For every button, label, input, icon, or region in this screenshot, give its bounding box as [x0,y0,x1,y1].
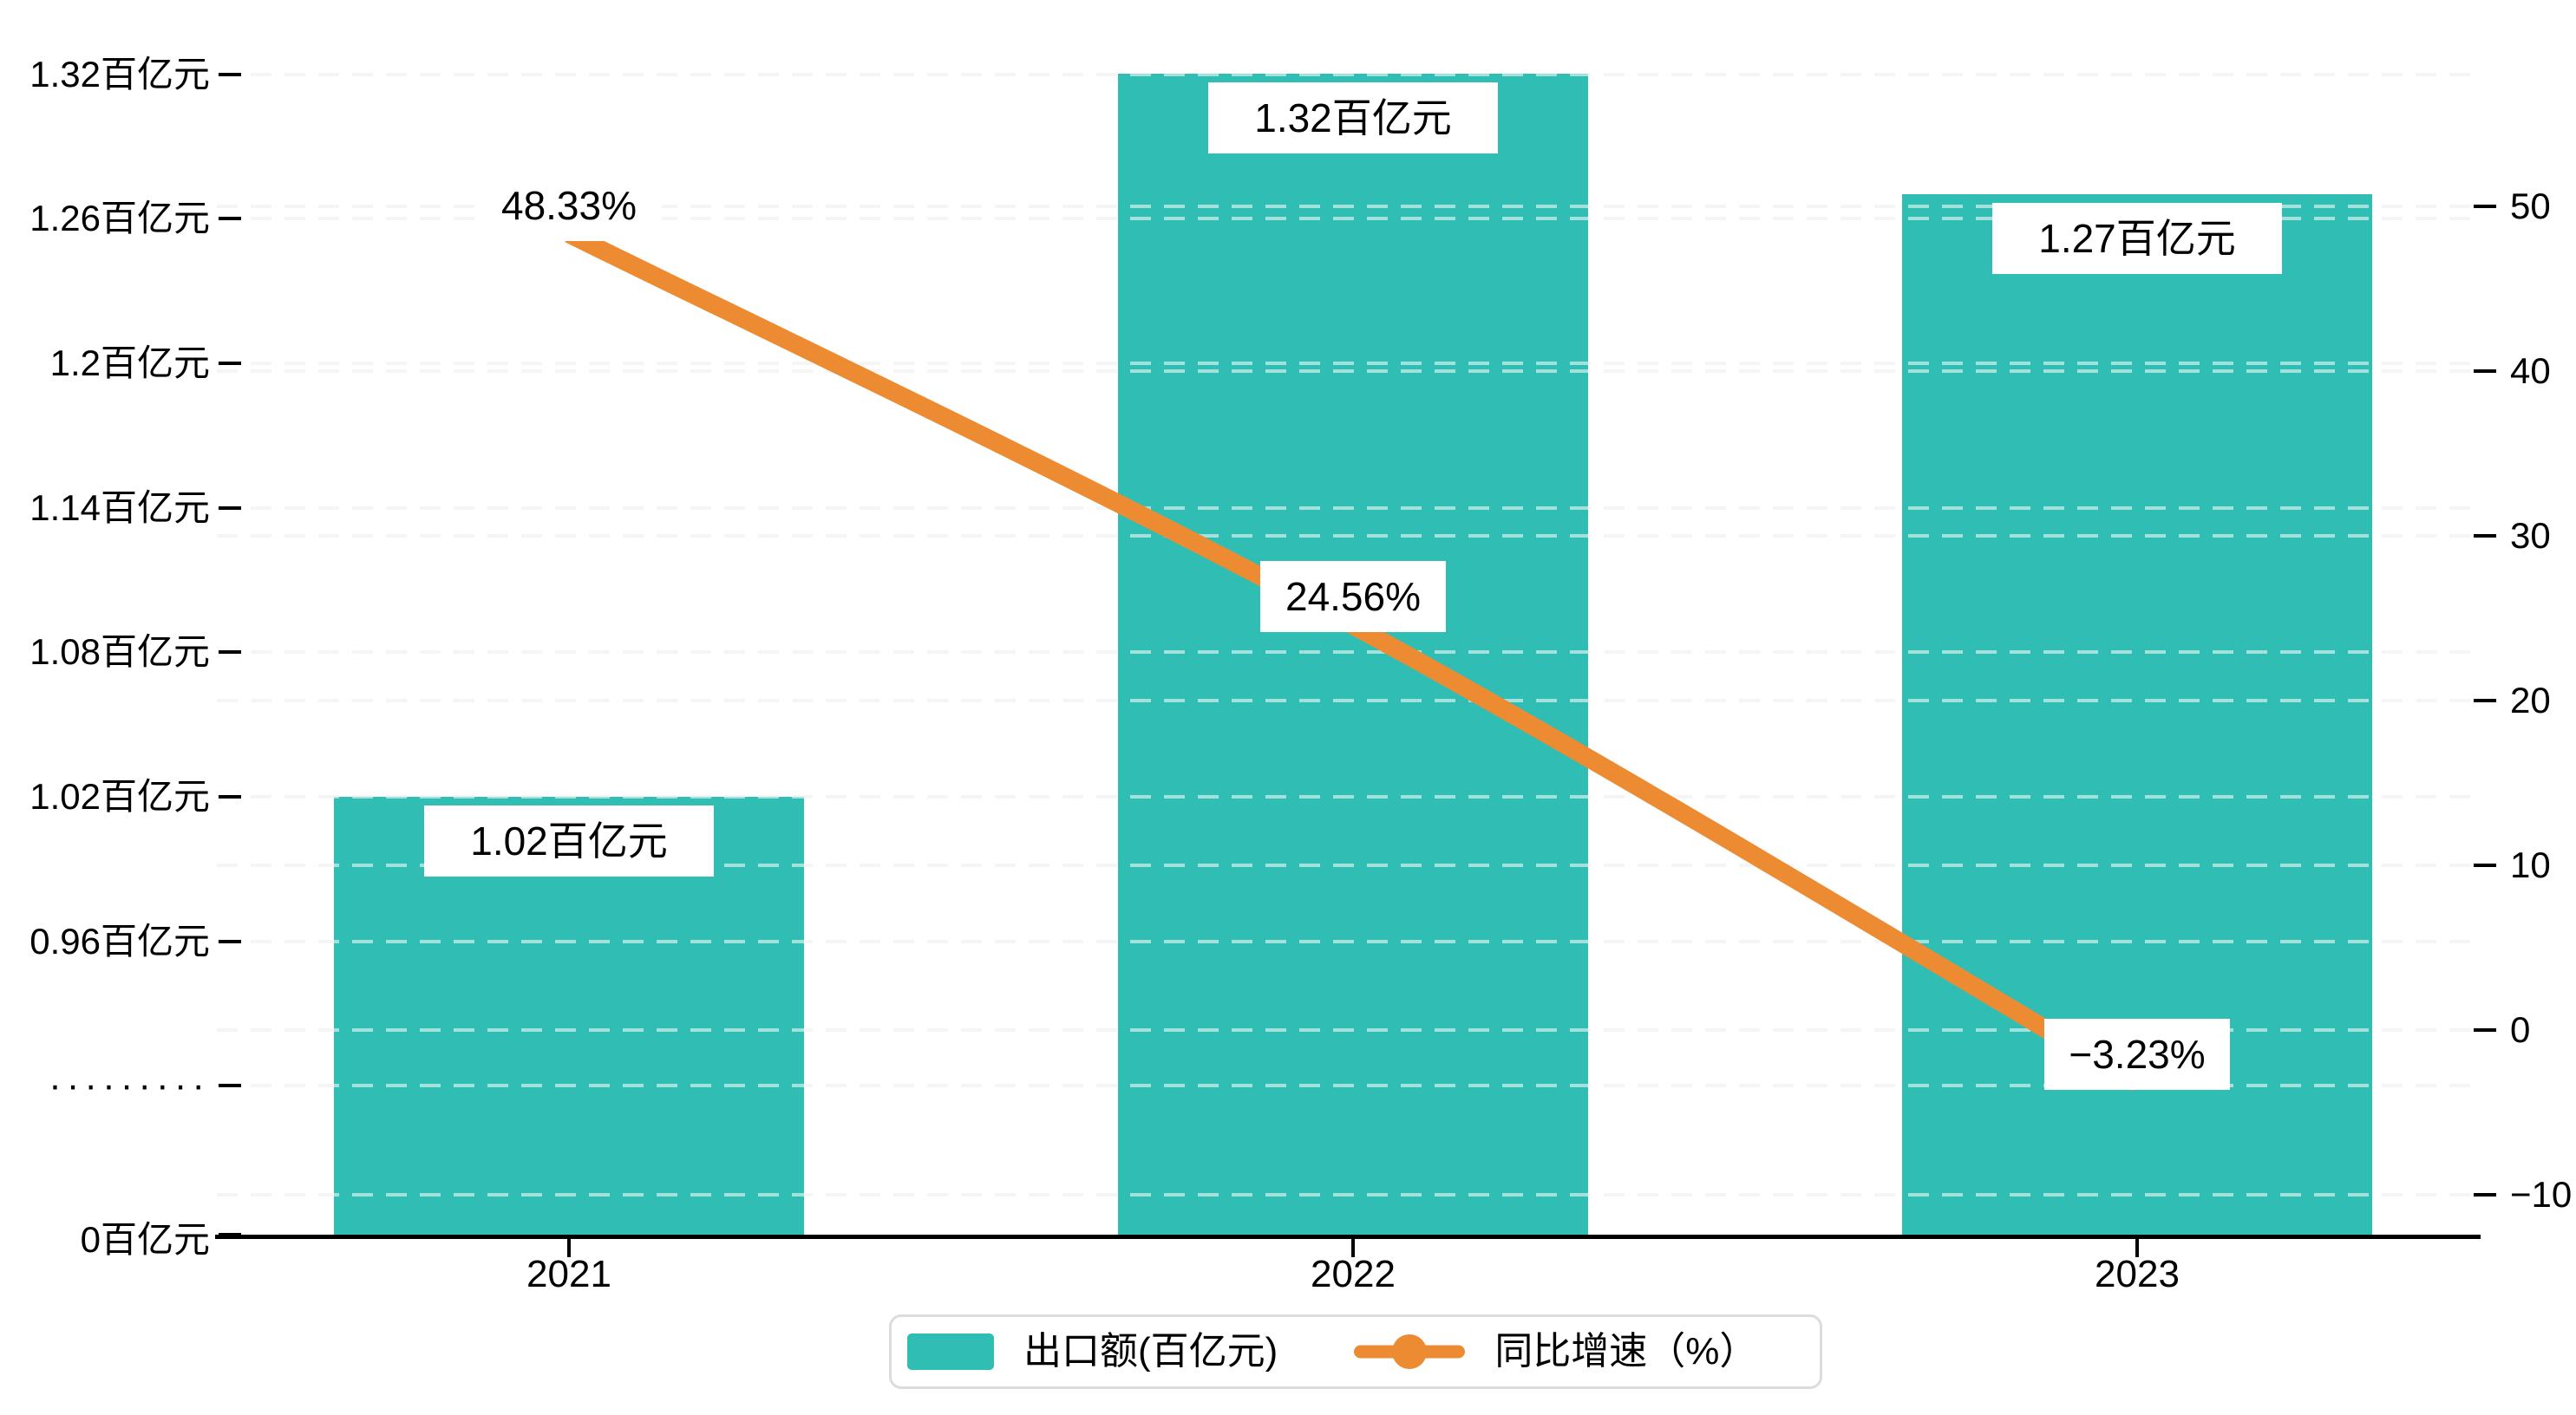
right-tick-mark [2474,205,2496,208]
right-tick-mark [2474,1193,2496,1197]
left-axis-tick-label: 1.02百亿元 [29,776,210,817]
left-axis-tick-label: 1.08百亿元 [29,631,210,672]
left-tick-mark [219,506,241,510]
bar-2021[interactable] [334,797,804,1236]
right-axis-tick-label: 10 [2510,844,2551,885]
right-axis-tick-label: 40 [2510,350,2551,391]
left-axis-tick-label: 1.26百亿元 [29,198,210,238]
x-tick-mark [567,1239,571,1257]
x-axis-label-2021: 2021 [526,1253,611,1295]
right-axis-tick-label: 50 [2510,186,2551,226]
x-axis-label-2023: 2023 [2095,1253,2180,1295]
right-axis-tick-label: 20 [2510,680,2551,721]
bar-swatch-icon [907,1333,994,1370]
bar-2023[interactable] [1902,194,2372,1236]
right-tick-mark [2474,699,2496,702]
right-axis-tick-label: 0 [2510,1009,2531,1050]
legend-label-growth: 同比增速（%） [1494,1330,1758,1373]
left-axis-tick-label: 1.32百亿元 [29,54,210,95]
line-value-label: 48.33% [476,169,662,241]
left-tick-mark [219,217,241,220]
right-axis-tick-label: 30 [2510,515,2551,556]
left-axis-tick-label: 1.14百亿元 [29,487,210,528]
x-tick-mark [1351,1239,1355,1257]
left-tick-mark [219,795,241,799]
line-dot-marker-icon [1354,1333,1466,1371]
bar-2022[interactable] [1118,74,1588,1236]
right-axis-tick-label: −10 [2510,1174,2573,1215]
x-tick-mark [2135,1239,2139,1257]
left-tick-mark [219,1084,241,1087]
right-tick-mark [2474,534,2496,538]
legend-label-export: 出口额(百亿元) [1023,1330,1278,1373]
left-tick-mark [219,940,241,943]
left-axis-tick-label: 1.2百亿元 [49,342,210,383]
right-tick-mark [2474,1028,2496,1032]
left-tick-mark [219,73,241,76]
left-axis-tick-label: 0.96百亿元 [29,921,210,962]
left-axis-tick-label: 0百亿元 [80,1219,210,1260]
legend: 出口额(百亿元) 同比增速（%） [889,1314,1822,1389]
left-axis-break-label: ········· [49,1064,210,1106]
legend-item-export[interactable]: 出口额(百亿元) [907,1333,1278,1371]
left-tick-mark [219,1233,241,1236]
left-tick-mark [219,362,241,365]
right-tick-mark [2474,864,2496,867]
legend-item-growth[interactable]: 同比增速（%） [1278,1333,1757,1371]
right-tick-mark [2474,369,2496,373]
left-tick-mark [219,650,241,654]
x-axis-label-2022: 2022 [1311,1253,1396,1295]
